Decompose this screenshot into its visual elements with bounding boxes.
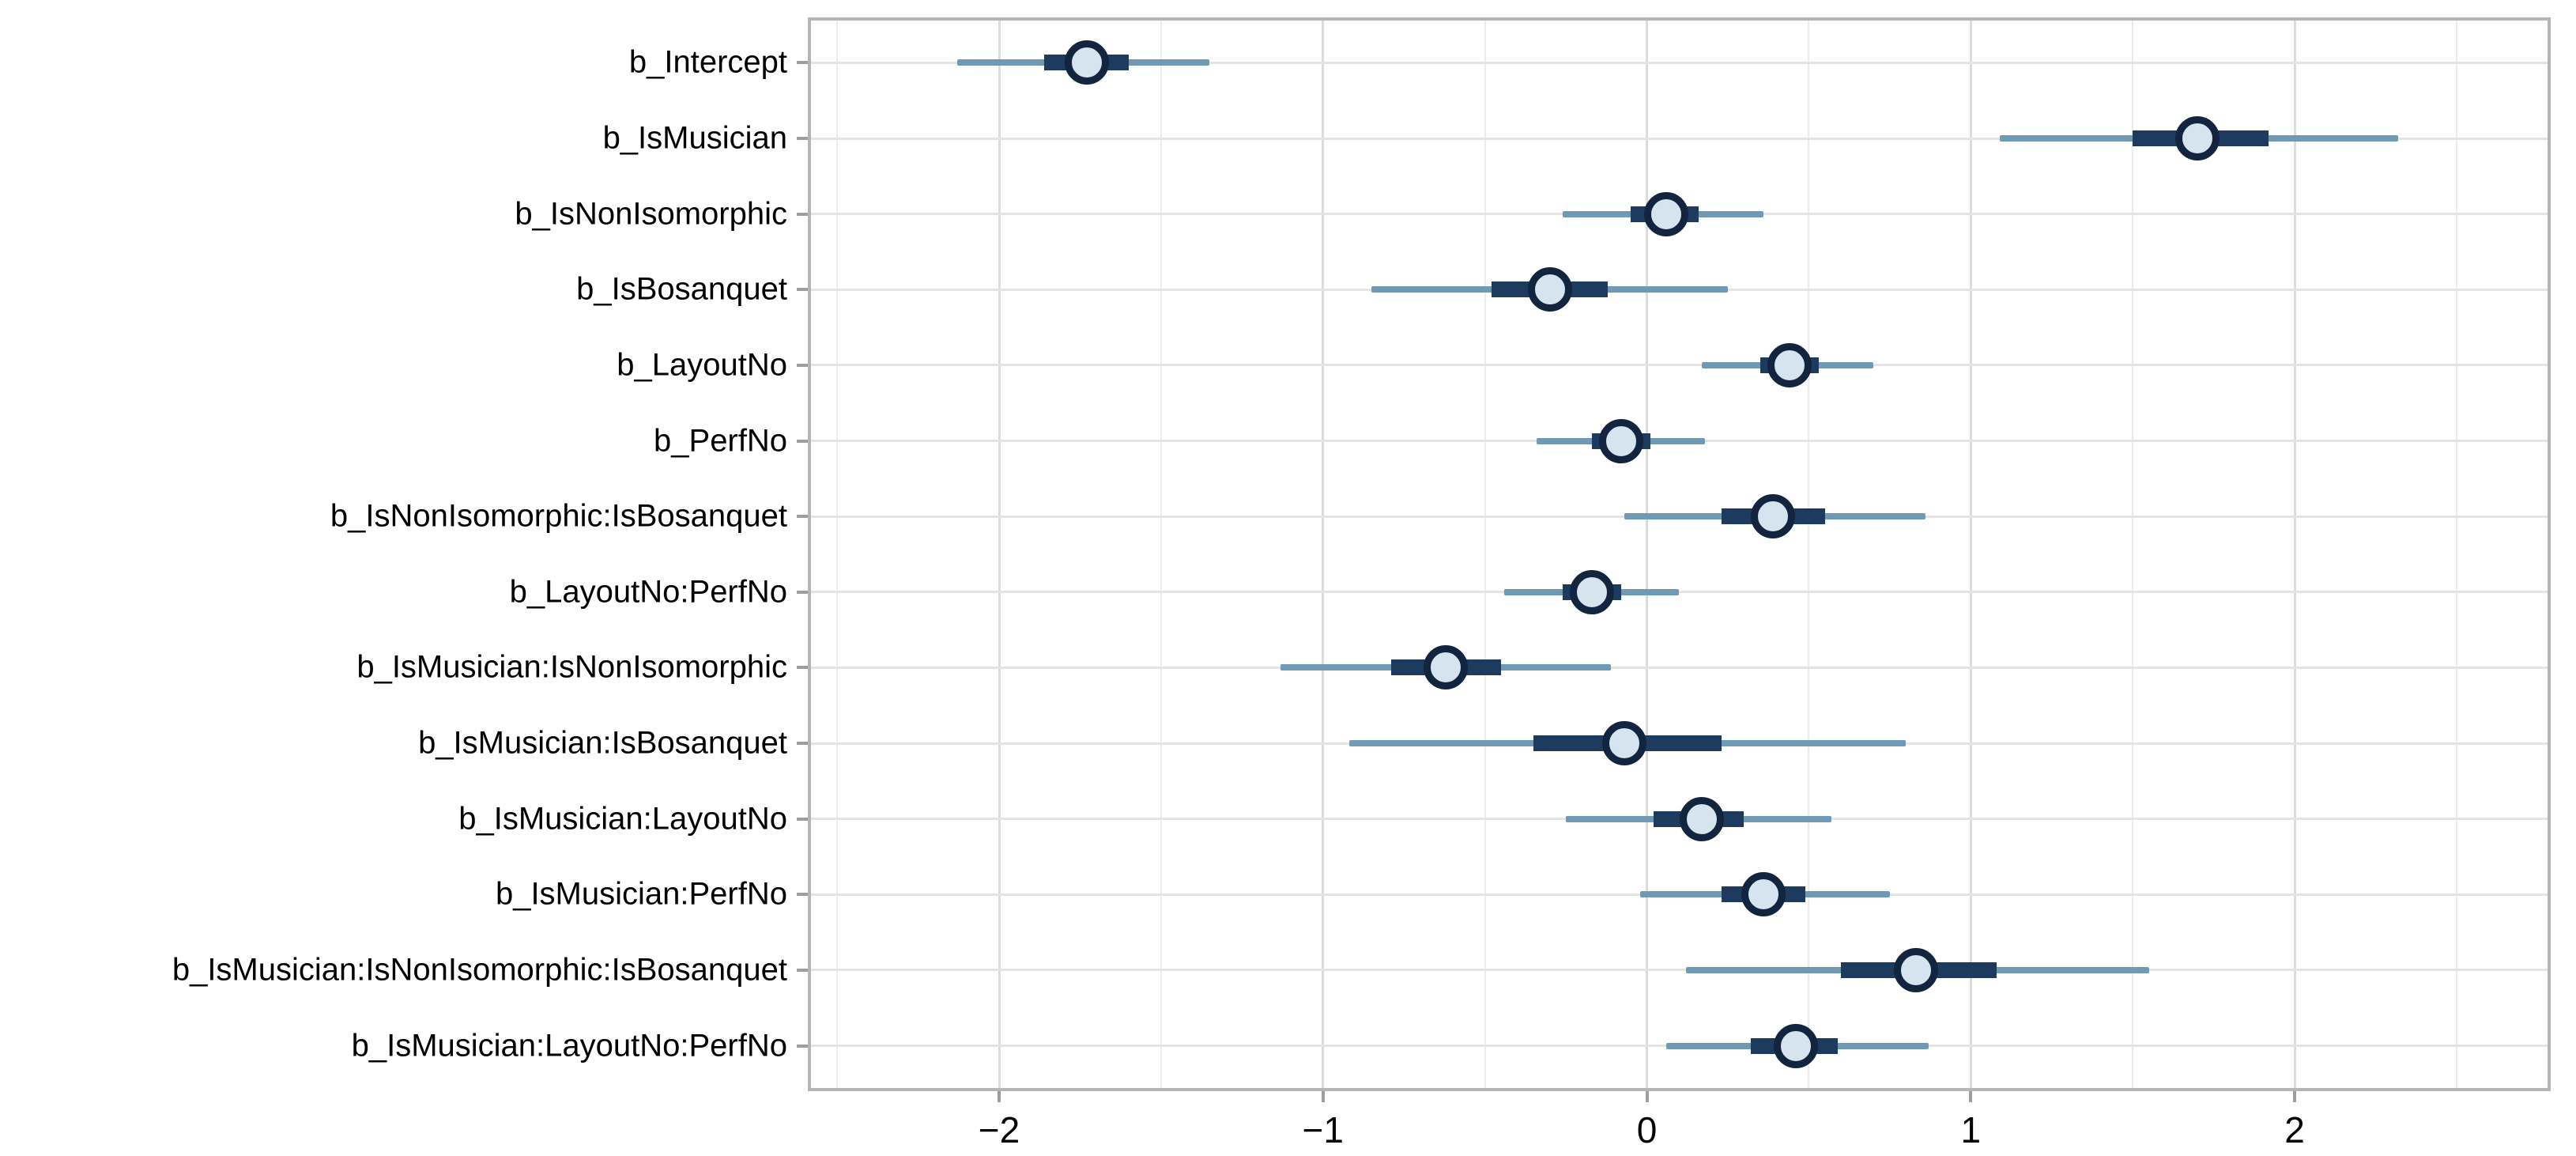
minor-gridline	[836, 21, 839, 1088]
y-axis-label: b_IsMusician:PerfNo	[495, 876, 787, 912]
y-axis-label: b_IsMusician:IsNonIsomorphic:IsBosanquet	[172, 952, 787, 988]
row-gridline	[811, 969, 2548, 972]
row-gridline	[811, 137, 2548, 140]
x-axis-tick	[1969, 1091, 1973, 1102]
point-estimate-marker	[1064, 40, 1109, 85]
row-gridline	[811, 364, 2548, 367]
point-estimate-marker	[1527, 267, 1572, 312]
major-gridline	[1646, 21, 1648, 1088]
y-axis-label: b_IsNonIsomorphic	[515, 196, 787, 232]
minor-gridline	[2132, 21, 2134, 1088]
point-estimate-marker	[1893, 947, 1938, 992]
point-estimate-marker	[1767, 342, 1812, 387]
y-axis-label: b_IsMusician:IsBosanquet	[418, 725, 787, 761]
major-gridline	[998, 21, 1001, 1088]
y-axis-tick	[797, 288, 808, 292]
y-axis-label: b_LayoutNo:PerfNo	[509, 574, 787, 610]
row-gridline	[811, 666, 2548, 669]
y-axis-tick	[797, 817, 808, 821]
x-axis-tick	[1321, 1091, 1325, 1102]
y-axis-tick	[797, 212, 808, 216]
minor-gridline	[1484, 21, 1486, 1088]
y-axis-tick	[797, 666, 808, 670]
y-axis-label: b_LayoutNo	[617, 347, 787, 383]
y-axis-tick	[797, 363, 808, 367]
y-axis-label: b_IsMusician:LayoutNo	[458, 801, 787, 837]
x-axis-tick-label: 2	[2284, 1109, 2305, 1150]
point-estimate-marker	[1751, 494, 1796, 539]
major-gridline	[2293, 21, 2296, 1088]
point-estimate-marker	[1680, 796, 1725, 841]
y-axis-label: b_PerfNo	[654, 423, 787, 459]
minor-gridline	[1160, 21, 1162, 1088]
point-estimate-marker	[1601, 721, 1646, 766]
y-axis-tick	[797, 742, 808, 746]
point-estimate-marker	[1598, 418, 1643, 463]
major-gridline	[1969, 21, 1972, 1088]
minor-gridline	[1808, 21, 1810, 1088]
point-estimate-marker	[1741, 872, 1786, 917]
minor-gridline	[2455, 21, 2457, 1088]
y-axis-tick	[797, 61, 808, 65]
y-axis-tick	[797, 515, 808, 519]
row-gridline	[811, 591, 2548, 594]
point-estimate-marker	[2175, 116, 2220, 161]
y-axis-tick	[797, 893, 808, 897]
x-axis-tick-label: 1	[1960, 1109, 1982, 1150]
y-axis-tick	[797, 439, 808, 443]
y-axis-tick	[797, 590, 808, 594]
y-axis-label: b_IsBosanquet	[576, 271, 787, 307]
y-axis-label: b_IsMusician:IsNonIsomorphic	[356, 649, 787, 685]
row-gridline	[811, 61, 2548, 64]
x-axis-tick	[2293, 1091, 2296, 1102]
y-axis-tick	[797, 968, 808, 972]
x-axis-tick-label: −1	[1302, 1109, 1344, 1150]
point-estimate-marker	[1773, 1023, 1818, 1068]
point-estimate-marker	[1644, 191, 1689, 236]
y-axis-label: b_IsNonIsomorphic:IsBosanquet	[330, 498, 787, 534]
x-axis-tick	[1645, 1091, 1649, 1102]
major-gridline	[1322, 21, 1325, 1088]
y-axis-tick	[797, 1044, 808, 1048]
point-estimate-marker	[1424, 645, 1469, 690]
x-axis-tick-label: 0	[1636, 1109, 1658, 1150]
y-axis-label: b_Intercept	[628, 44, 787, 80]
x-axis-tick	[998, 1091, 1001, 1102]
y-axis-label: b_IsMusician:LayoutNo:PerfNo	[351, 1028, 787, 1063]
y-axis-tick	[797, 137, 808, 140]
y-axis-label: b_IsMusician	[602, 120, 787, 156]
point-estimate-marker	[1569, 569, 1614, 614]
plot-panel	[808, 17, 2551, 1091]
x-axis-tick-label: −2	[978, 1109, 1020, 1150]
